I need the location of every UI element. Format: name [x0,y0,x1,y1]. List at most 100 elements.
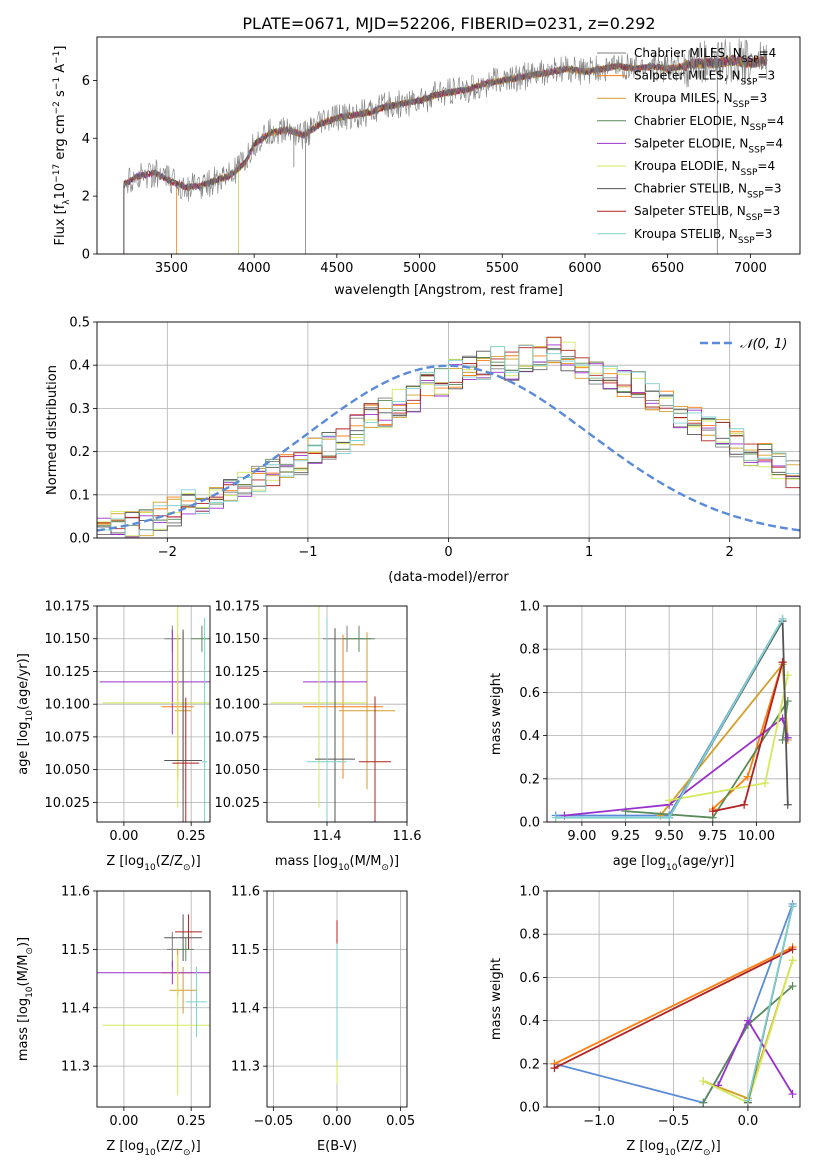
y-tick-label: 0.1 [69,488,90,503]
y-tick-label: 10.100 [215,698,261,713]
histogram-series-0 [97,344,800,535]
y-tick-label: 11.5 [231,943,260,958]
legend: Chabrier MILES, NSSP=4 Salpeter MILES, NS… [597,46,784,246]
series-line-7 [123,54,768,254]
plot-area [123,38,768,254]
legend-label: Salpeter MILES, NSSP=3 [634,69,775,88]
y-tick-label: 10.150 [215,632,261,647]
series-line-8 [123,53,768,254]
y-tick-label: 0.4 [69,359,90,374]
x-tick-label: 6500 [651,261,684,276]
y-tick-label: 10.100 [45,698,91,713]
weight-point [743,1096,752,1105]
plot-area [271,606,395,822]
y-tick-label: 10.075 [45,730,91,745]
y-tick-label: 10.050 [215,763,261,778]
y-tick-label: 1.0 [519,885,540,900]
legend-label: 𝒩(0, 1) [740,337,787,352]
histogram-series-8 [97,344,800,538]
weight-series-2 [659,661,789,817]
series-line-0 [123,38,768,254]
y-tick-label: 0.6 [519,971,540,986]
y-axis-label: mass weight [489,673,504,755]
y-tick-label: 0.3 [69,402,90,417]
y-tick-label: 10.125 [215,665,261,680]
y-tick-label: 6 [82,74,90,89]
weight-point [708,807,717,816]
y-tick-label: 11.5 [61,943,90,958]
legend-label: Chabrier STELIB, NSSP=3 [634,182,782,201]
y-tick-label: 10.075 [215,730,261,745]
plot-area [551,614,792,822]
x-tick-label: 2 [726,545,734,560]
chart-weight-vs-age: 9.00 9.25 9.50 9.75 10.00 0.0 0.2 0.4 0.6 0.8 1.0 m… [489,600,801,873]
x-tick-label: 5500 [486,261,519,276]
weight-point [550,1064,559,1073]
series-line-4 [123,54,768,254]
x-axis-label: Z [log10(Z/Z⊙)] [626,1139,720,1158]
y-tick-label: 11.4 [61,1001,90,1016]
weight-point [665,796,674,805]
y-tick-label: 0.0 [519,816,540,831]
x-tick-label: 7000 [734,261,767,276]
x-tick-label: 4500 [320,261,353,276]
y-axis-label: mass [log10(M/M⊙)] [16,937,35,1061]
axes-frame [266,605,408,823]
y-tick-label: 11.3 [231,1060,260,1075]
chart-spectrum: 3500 4000 4500 5000 5500 6000 6500 7000 0 2 4 6 wave… [52,36,801,298]
y-tick-label: 0.4 [519,1014,540,1029]
x-tick-label: 0.00 [109,829,138,844]
chart-weight-vs-Z: −1.0 −0.5 0.0 0.0 0.2 0.4 0.6 0.8 1.0 mass weight… [489,885,801,1158]
x-axis-label: mass [log10(M/M⊙)] [275,854,399,873]
weight-point [699,1098,708,1107]
y-tick-label: 10.050 [45,763,91,778]
axes-frame [96,36,801,255]
legend-label: Kroupa ELODIE, NSSP=4 [634,159,775,178]
x-axis-label: Z [log10(Z/Z⊙)] [106,1139,200,1158]
figure-title: PLATE=0671, MJD=52206, FIBERID=0231, z=0… [242,14,655,33]
weight-point [783,671,792,680]
x-tick-label: 9.25 [611,829,640,844]
x-tick-label: −1.0 [583,1114,615,1129]
x-tick-label: 0 [444,545,452,560]
y-tick-label: 0.8 [519,643,540,658]
y-tick-label: 11.6 [231,885,260,900]
x-tick-label: 9.75 [698,829,727,844]
legend-label: Salpeter STELIB, NSSP=3 [634,204,780,223]
weight-series-8 [747,905,794,1101]
chart-mass-vs-Z: 0.00 0.25 11.3 11.4 11.5 11.6 Z [log10(Z/Z⊙)] m… [16,885,211,1158]
x-tick-label: 0.00 [109,1114,138,1129]
x-tick-label: 11.6 [393,829,422,844]
y-tick-label: 10.025 [215,796,261,811]
weight-point [665,813,674,822]
weight-point [788,956,797,965]
series-line-2 [123,55,768,254]
y-tick-label: 0.5 [69,316,90,331]
weight-point [788,982,797,991]
y-tick-label: 4 [82,132,90,147]
x-tick-label: −0.05 [253,1114,293,1129]
axes-frame [96,605,211,823]
weight-point [783,800,792,809]
y-tick-label: 0.0 [519,1101,540,1116]
y-tick-label: 2 [82,190,90,205]
y-tick-label: 0.0 [69,532,90,547]
axes-frame [96,321,801,539]
legend-label: Kroupa MILES, NSSP=3 [634,91,767,110]
x-tick-label: 10.00 [738,829,775,844]
weight-point [743,772,752,781]
chart-mass-vs-EBV: −0.05 0.00 0.05 11.3 11.4 11.5 11.6 E(B-V) [231,885,415,1155]
y-axis-label: mass weight [489,958,504,1040]
legend-label: Salpeter ELODIE, NSSP=4 [634,136,783,155]
plot-area [97,336,800,538]
y-tick-label: 0.4 [519,729,540,744]
weight-point [740,800,749,809]
weight-series-7 [553,948,794,1069]
x-tick-label: 11.4 [313,829,342,844]
chart-age-vs-mass: 11.4 11.6 10.025 10.050 10.075 10.100 10.125 10… [215,600,422,874]
y-tick-label: 10.025 [45,796,91,811]
x-tick-label: 3500 [155,261,188,276]
y-tick-label: 11.6 [61,885,90,900]
y-tick-label: 10.175 [215,600,261,615]
legend-label: Chabrier MILES, NSSP=4 [634,46,776,65]
